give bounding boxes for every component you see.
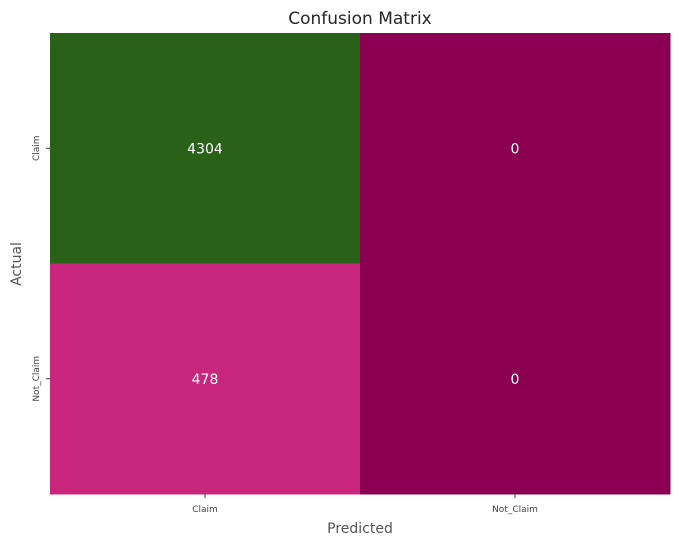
heatmap-cell-0-0 xyxy=(50,33,361,264)
y-axis-ticks: Claim Not_Claim xyxy=(32,135,50,402)
chart-title: Confusion Matrix xyxy=(288,9,432,29)
cell-values: 4304 0 478 0 xyxy=(187,141,519,388)
y-tick-label: Not_Claim xyxy=(32,356,42,402)
x-axis-ticks: Claim Not_Claim xyxy=(192,494,538,515)
cell-value-1-0: 478 xyxy=(192,372,219,388)
x-tick-label: Not_Claim xyxy=(492,505,538,515)
cell-value-1-1: 0 xyxy=(511,372,520,388)
heatmap-cell-0-1 xyxy=(360,33,671,264)
cell-value-0-1: 0 xyxy=(511,141,520,157)
heatmap-cell-1-0 xyxy=(50,263,361,495)
heatmap-cell-1-1 xyxy=(360,263,671,495)
x-tick-label: Claim xyxy=(192,505,218,515)
y-tick-label: Claim xyxy=(32,135,42,161)
x-axis-label: Predicted xyxy=(327,521,393,537)
cell-value-0-0: 4304 xyxy=(187,141,223,157)
heatmap-cells xyxy=(50,33,671,495)
y-axis-label: Actual xyxy=(9,242,25,286)
